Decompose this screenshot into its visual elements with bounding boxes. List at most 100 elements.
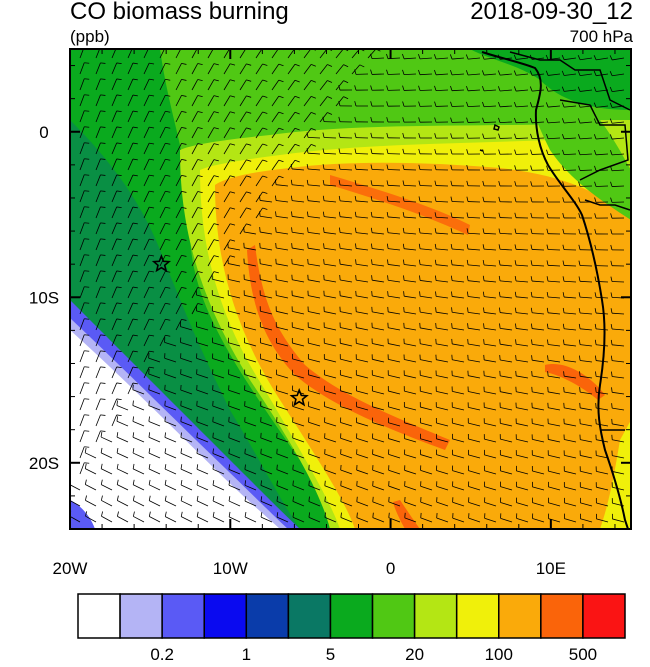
wind-barb-flag bbox=[578, 307, 581, 314]
wind-barb bbox=[95, 142, 101, 155]
wind-barb-flag bbox=[610, 276, 613, 282]
wind-barb bbox=[340, 342, 353, 347]
wind-barb-flag bbox=[577, 70, 581, 76]
wind-barb bbox=[132, 421, 145, 427]
wind-barb bbox=[175, 255, 182, 267]
wind-barb bbox=[356, 184, 369, 187]
wind-barb-flag bbox=[164, 400, 166, 406]
wind-barb bbox=[303, 80, 312, 91]
wind-barb bbox=[564, 105, 577, 108]
wind-barb-flag bbox=[386, 132, 389, 138]
wind-barb bbox=[244, 326, 257, 331]
wind-barb bbox=[548, 105, 561, 108]
wind-barb bbox=[436, 295, 449, 299]
wind-barb-flag bbox=[213, 207, 219, 210]
wind-barb bbox=[244, 279, 257, 283]
wind-barb bbox=[228, 342, 241, 347]
wind-barb-flag bbox=[610, 197, 613, 203]
wind-barb bbox=[228, 469, 241, 475]
wind-barb bbox=[143, 94, 150, 107]
wind-barb bbox=[340, 422, 353, 427]
wind-barb bbox=[484, 470, 497, 475]
wind-barb bbox=[339, 168, 353, 171]
wind-barb bbox=[484, 280, 497, 283]
wind-barb-flag bbox=[387, 275, 389, 281]
wind-barb bbox=[95, 222, 101, 235]
wind-barb-flag bbox=[100, 62, 106, 64]
wind-barb-flag bbox=[290, 163, 293, 170]
wind-barb-flag bbox=[483, 307, 485, 313]
wind-barb bbox=[324, 184, 337, 187]
wind-barb-flag bbox=[149, 158, 155, 161]
wind-barb bbox=[372, 485, 385, 491]
wind-barb-flag bbox=[450, 212, 453, 218]
wind-barb-flag bbox=[482, 86, 485, 92]
wind-barb-flag bbox=[466, 180, 469, 186]
wind-barb bbox=[532, 359, 545, 363]
wind-barb-flag bbox=[354, 69, 357, 75]
wind-barb-flag bbox=[418, 54, 421, 60]
wind-barb bbox=[79, 462, 85, 475]
wind-barb bbox=[436, 501, 449, 507]
wind-barb bbox=[287, 80, 296, 91]
wind-barb-flag bbox=[116, 238, 122, 241]
wind-barb bbox=[175, 111, 182, 123]
wind-barb-flag bbox=[499, 323, 501, 329]
wind-barb bbox=[143, 334, 150, 347]
wind-barb-flag bbox=[595, 371, 597, 377]
wind-barb-flag bbox=[418, 85, 421, 91]
wind-barb bbox=[95, 302, 101, 315]
wind-barb bbox=[260, 294, 273, 299]
wind-barb bbox=[500, 454, 513, 459]
wind-barb-flag bbox=[418, 133, 421, 139]
wind-barb bbox=[436, 438, 449, 443]
wind-barb bbox=[255, 127, 263, 139]
wind-barb bbox=[547, 153, 561, 155]
wind-barb bbox=[335, 49, 344, 59]
wind-barb bbox=[596, 502, 609, 507]
wind-barb bbox=[159, 239, 166, 251]
wind-barb bbox=[181, 516, 193, 523]
wind-barb bbox=[159, 319, 166, 331]
wind-barb bbox=[143, 238, 150, 251]
wind-barb bbox=[292, 184, 305, 187]
wind-barb-flag bbox=[116, 206, 122, 209]
wind-barb bbox=[175, 79, 182, 91]
wind-barb bbox=[175, 95, 182, 107]
wind-barb bbox=[404, 311, 417, 315]
wind-barb bbox=[116, 420, 129, 427]
wind-barb bbox=[532, 328, 545, 331]
wind-barb-flag bbox=[578, 276, 581, 282]
wind-barb bbox=[340, 232, 353, 235]
wind-barb bbox=[111, 302, 118, 315]
wind-barb bbox=[175, 127, 182, 139]
wind-barb bbox=[292, 453, 305, 459]
wind-barb bbox=[372, 469, 385, 475]
wind-barb-flag bbox=[450, 101, 453, 107]
wind-barb-flag bbox=[100, 398, 106, 400]
wind-barb-flag bbox=[546, 181, 549, 187]
wind-barb-flag bbox=[562, 339, 565, 345]
wind-barb bbox=[239, 127, 247, 139]
wind-barb-flag bbox=[354, 164, 357, 170]
wind-barb-flag bbox=[100, 158, 106, 160]
wind-barb bbox=[404, 359, 417, 363]
wind-barb bbox=[111, 366, 118, 379]
wind-barb bbox=[127, 318, 134, 331]
wind-barb-flag bbox=[100, 238, 106, 240]
wind-barb bbox=[324, 453, 337, 459]
wind-barb-flag bbox=[148, 432, 151, 438]
wind-barb bbox=[244, 453, 257, 459]
wind-barb bbox=[260, 342, 273, 347]
wind-barb bbox=[596, 153, 609, 156]
wind-barb bbox=[212, 516, 225, 523]
wind-barb bbox=[164, 421, 177, 427]
wind-barb bbox=[292, 326, 305, 331]
wind-barb bbox=[180, 326, 193, 331]
wind-barb-flag bbox=[370, 53, 373, 59]
wind-barb bbox=[111, 174, 118, 187]
wind-barb bbox=[196, 310, 209, 315]
wind-barb-flag bbox=[180, 432, 182, 438]
wind-barb-flag bbox=[100, 78, 106, 80]
wind-barb-flag bbox=[275, 195, 277, 201]
